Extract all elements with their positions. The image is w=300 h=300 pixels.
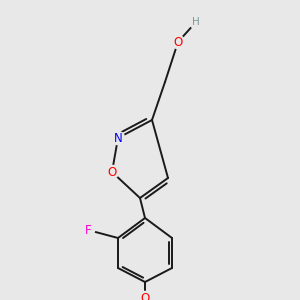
Circle shape bbox=[189, 15, 203, 28]
Text: N: N bbox=[114, 131, 122, 145]
Circle shape bbox=[81, 224, 94, 237]
Circle shape bbox=[138, 291, 152, 300]
Circle shape bbox=[171, 35, 184, 49]
Text: O: O bbox=[140, 292, 150, 300]
Text: O: O bbox=[173, 35, 183, 49]
Circle shape bbox=[111, 131, 124, 145]
Text: F: F bbox=[85, 224, 91, 236]
Text: H: H bbox=[192, 17, 200, 27]
Text: O: O bbox=[107, 166, 117, 178]
Circle shape bbox=[105, 165, 119, 178]
